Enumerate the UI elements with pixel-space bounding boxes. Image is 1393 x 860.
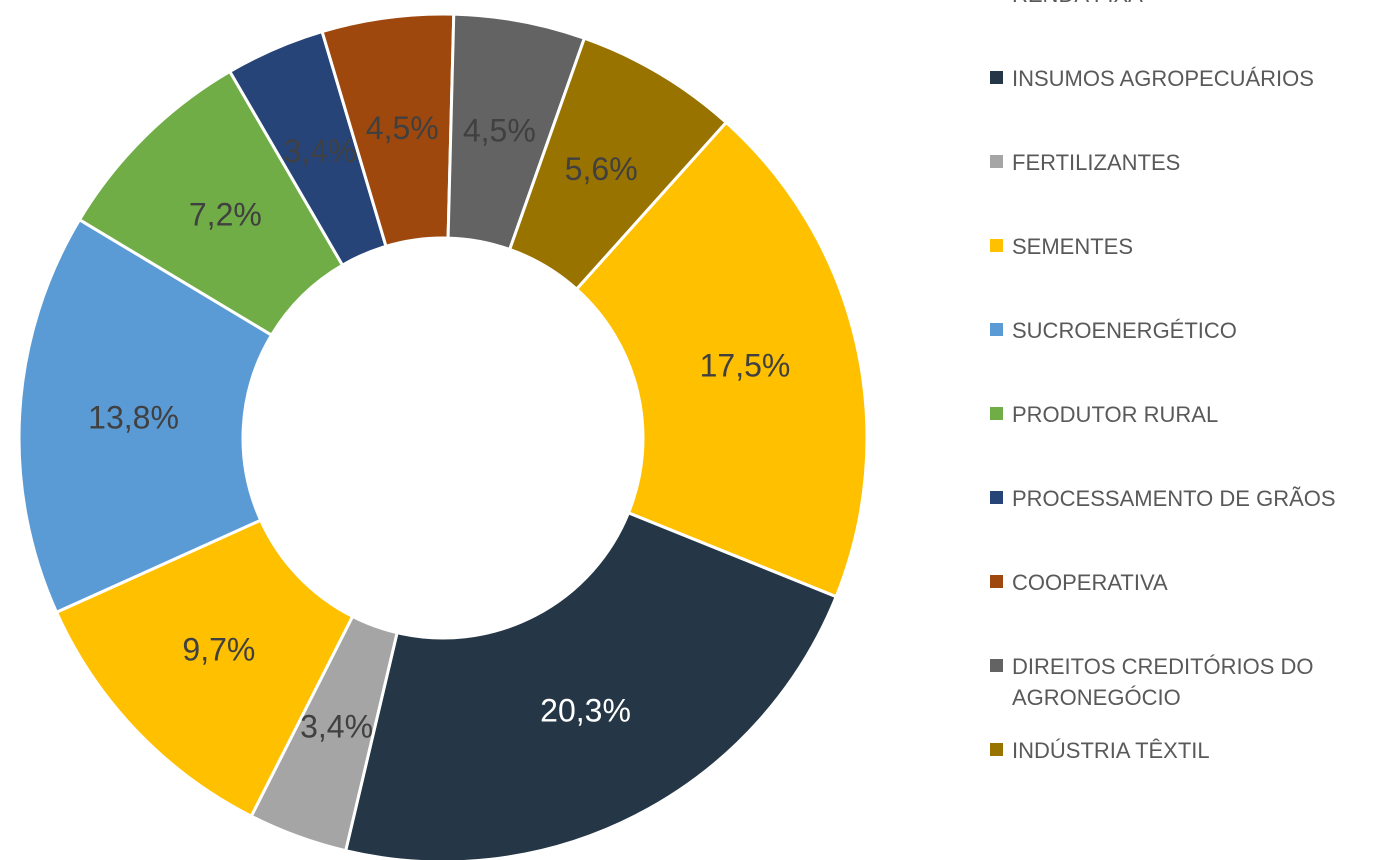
slice bbox=[17, 217, 274, 615]
data-label: 7,2% bbox=[189, 197, 262, 233]
legend-label: SEMENTES bbox=[1012, 234, 1134, 259]
data-label: 4,5% bbox=[463, 113, 536, 149]
legend-label: INSUMOS AGROPECUÁRIOS bbox=[1012, 66, 1314, 91]
legend-swatch bbox=[990, 155, 1003, 168]
legend-label: PROCESSAMENTO DE GRÃOS bbox=[1012, 486, 1336, 511]
legend-swatch bbox=[990, 323, 1003, 336]
data-label: 20,3% bbox=[540, 693, 631, 729]
legend-item: DIREITOS CREDITÓRIOS DO AGRONEGÓCIO bbox=[990, 651, 1390, 713]
legend-label: COOPERATIVA bbox=[1012, 570, 1168, 595]
data-label: 17,5% bbox=[700, 347, 791, 383]
slice bbox=[507, 36, 729, 292]
legend-item: COOPERATIVA bbox=[990, 567, 1390, 598]
legend-item: FERTILIZANTES bbox=[990, 147, 1390, 178]
legend-label: FERTILIZANTES bbox=[1012, 150, 1181, 175]
data-label: 3,4% bbox=[300, 709, 373, 745]
legend-item: PRODUTOR RURAL bbox=[990, 399, 1390, 430]
slice bbox=[574, 120, 869, 599]
legend-item: SEMENTES bbox=[990, 231, 1390, 262]
legend-swatch bbox=[990, 407, 1003, 420]
legend-swatch bbox=[990, 71, 1003, 84]
legend-swatch bbox=[990, 239, 1003, 252]
legend-item: RENDA FIXA bbox=[990, 0, 1390, 10]
legend-item: INDÚSTRIA TÊXTIL bbox=[990, 735, 1390, 766]
legend-label: SUCROENERGÉTICO bbox=[1012, 318, 1237, 343]
legend-swatch bbox=[990, 659, 1003, 672]
data-label: 9,7% bbox=[182, 632, 255, 668]
legend-item: SUCROENERGÉTICO bbox=[990, 315, 1390, 346]
data-label: 5,6% bbox=[565, 151, 638, 187]
slice bbox=[343, 510, 839, 860]
legend-item: INSUMOS AGROPECUÁRIOS bbox=[990, 63, 1390, 94]
legend-item: PROCESSAMENTO DE GRÃOS bbox=[990, 483, 1390, 514]
legend-swatch bbox=[990, 491, 1003, 504]
legend-label: RENDA FIXA bbox=[1012, 0, 1387, 10]
legend-swatch bbox=[990, 743, 1003, 756]
legend-label: DIREITOS CREDITÓRIOS DO AGRONEGÓCIO bbox=[1012, 654, 1314, 710]
data-label: 4,5% bbox=[366, 110, 439, 146]
data-label: 13,8% bbox=[88, 399, 179, 435]
legend-label: INDÚSTRIA TÊXTIL bbox=[1012, 738, 1210, 763]
donut: 17,5%20,3%3,4%9,7%13,8%7,2%3,4%4,5% 4,5%5… bbox=[17, 12, 869, 860]
legend-swatch bbox=[990, 575, 1003, 588]
data-label: 3,4% bbox=[284, 133, 357, 169]
slice bbox=[54, 518, 355, 819]
legend-label: PRODUTOR RURAL bbox=[1012, 402, 1219, 427]
